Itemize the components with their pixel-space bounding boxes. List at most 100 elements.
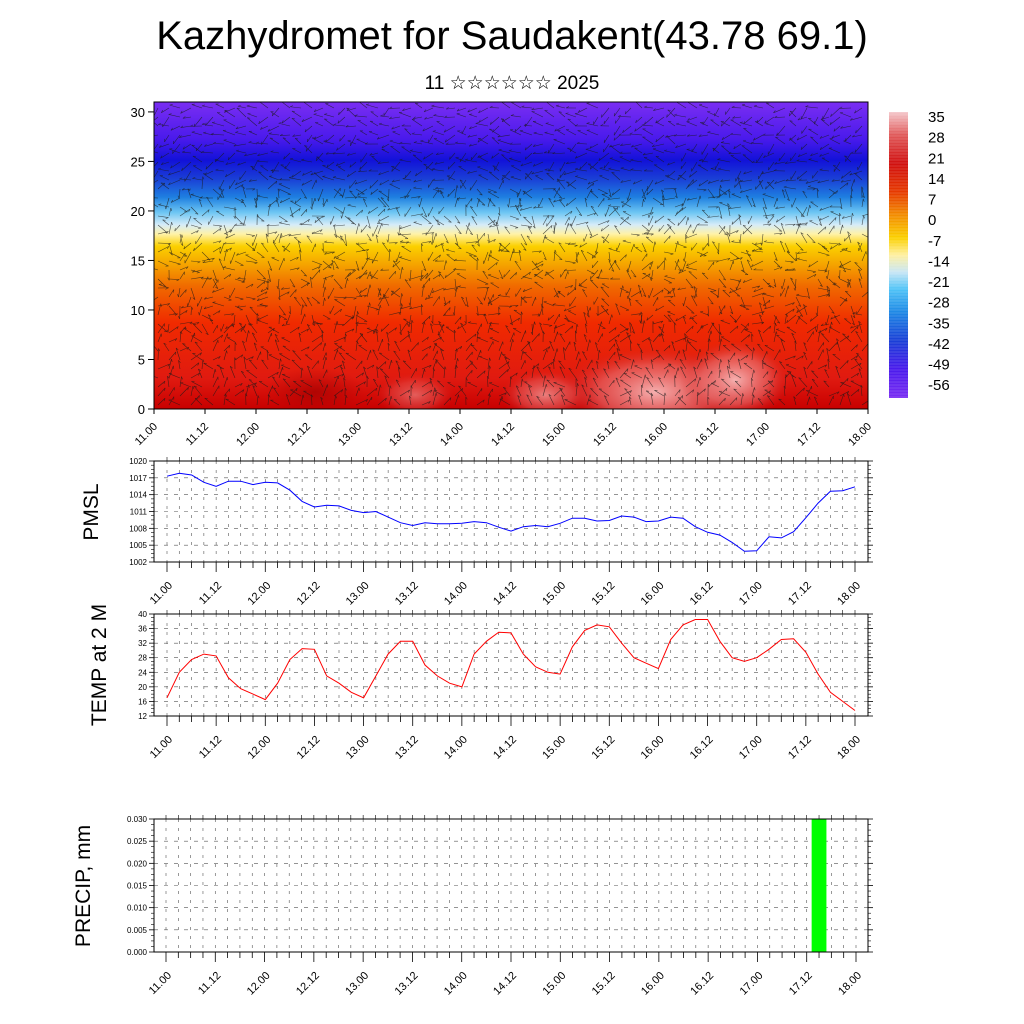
wind-vector-head: [730, 311, 734, 315]
wind-vector-head: [498, 249, 502, 251]
wind-vector: [212, 224, 223, 227]
wind-vector-head: [861, 186, 864, 190]
wind-vector-head: [207, 209, 210, 213]
wind-vector: [228, 152, 236, 161]
wind-vector: [755, 179, 764, 190]
wind-vector: [211, 133, 225, 136]
wind-vector-head: [690, 286, 694, 289]
wind-vector: [419, 197, 423, 208]
wind-vector-head: [469, 360, 473, 362]
wind-vector: [802, 190, 808, 199]
wind-vector: [378, 352, 390, 361]
wind-vector: [615, 116, 621, 124]
wind-vector-head: [225, 174, 228, 178]
wind-vector: [674, 259, 679, 271]
wind-vector: [157, 333, 162, 343]
wind-vector: [420, 140, 434, 145]
wind-vector: [842, 333, 852, 343]
wind-vector: [182, 143, 192, 150]
wind-vector: [603, 116, 610, 125]
wind-vector: [359, 161, 368, 170]
wind-vector: [281, 364, 291, 370]
wind-vector: [409, 269, 412, 282]
wind-vector: [795, 296, 802, 307]
wind-vector-head: [158, 348, 161, 352]
wind-vector: [293, 296, 302, 307]
wind-vector: [316, 216, 324, 226]
wind-vector-head: [265, 291, 268, 295]
wind-vector-head: [847, 378, 849, 382]
colorbar-label: 28: [928, 130, 945, 147]
wind-vector-head: [487, 376, 490, 379]
wind-vector-head: [149, 135, 151, 137]
wind-vector-head: [417, 196, 421, 199]
wind-vector: [579, 285, 588, 289]
wind-vector-head: [393, 399, 397, 401]
wind-vector: [817, 179, 830, 184]
wind-vector: [589, 279, 599, 289]
wind-vector: [223, 267, 236, 271]
wind-vector: [465, 159, 478, 163]
wind-vector: [648, 215, 654, 226]
wind-vector-head: [699, 253, 702, 257]
wind-vector: [685, 224, 692, 235]
pmsl-x-axis: 11.00 11.12 12.00 12.12 13.00 13.12 14.00 14.12…: [148, 580, 863, 608]
wind-vector: [591, 251, 599, 259]
wind-vector-head: [727, 258, 731, 261]
wind-vector: [541, 305, 544, 316]
wind-vector: [223, 388, 230, 397]
wind-vector-head: [523, 216, 527, 219]
wind-vector: [845, 134, 852, 142]
wind-vector-head: [274, 334, 278, 337]
wind-vector-head: [783, 385, 786, 389]
wind-vector: [786, 370, 797, 379]
wind-vector-head: [214, 158, 218, 161]
wind-vector-head: [634, 128, 637, 132]
wind-vector: [311, 296, 321, 304]
wind-vector: [764, 345, 775, 352]
wind-vector: [531, 363, 540, 370]
wind-vector: [500, 118, 511, 127]
wind-vector-head: [331, 260, 335, 263]
wind-vector: [460, 322, 467, 334]
wind-vector: [245, 382, 257, 388]
wind-vector-head: [566, 106, 570, 109]
wind-vector-head: [181, 167, 183, 171]
wind-vector: [610, 145, 621, 154]
wind-vector: [409, 305, 423, 310]
wind-vector: [410, 342, 419, 352]
wind-vector-head: [574, 167, 578, 170]
wind-vector: [471, 344, 478, 352]
wind-vector: [784, 355, 796, 361]
wind-vector: [810, 136, 819, 145]
wind-vector-head: [845, 247, 848, 251]
wind-vector: [620, 217, 632, 226]
wind-vector: [661, 189, 665, 199]
wind-vector-head: [324, 113, 328, 115]
wind-vector: [685, 378, 697, 388]
wind-vector-head: [589, 339, 591, 343]
wind-vector: [509, 248, 515, 262]
wind-vector: [850, 326, 859, 334]
wind-vector: [559, 170, 566, 179]
wind-vector-head: [608, 167, 612, 170]
wind-vector: [438, 323, 445, 335]
wind-vector-head: [423, 321, 426, 325]
wind-vector-head: [642, 152, 646, 156]
wind-vector: [488, 274, 500, 280]
wind-vector: [773, 322, 776, 334]
wind-vector: [601, 107, 610, 118]
wind-vector-head: [845, 290, 849, 293]
wind-vector-head: [544, 131, 548, 133]
wind-vector-head: [354, 181, 358, 185]
wind-vector-head: [444, 366, 447, 370]
wind-vector-head: [248, 330, 250, 334]
wind-vector-head: [460, 346, 463, 350]
wind-vector: [552, 304, 566, 307]
wind-vector: [552, 152, 566, 155]
wind-vector-head: [402, 360, 407, 362]
wind-vector: [791, 332, 797, 343]
wind-vector-head: [304, 304, 308, 307]
wind-vector-head: [741, 104, 746, 106]
wind-vector-head: [524, 243, 528, 246]
